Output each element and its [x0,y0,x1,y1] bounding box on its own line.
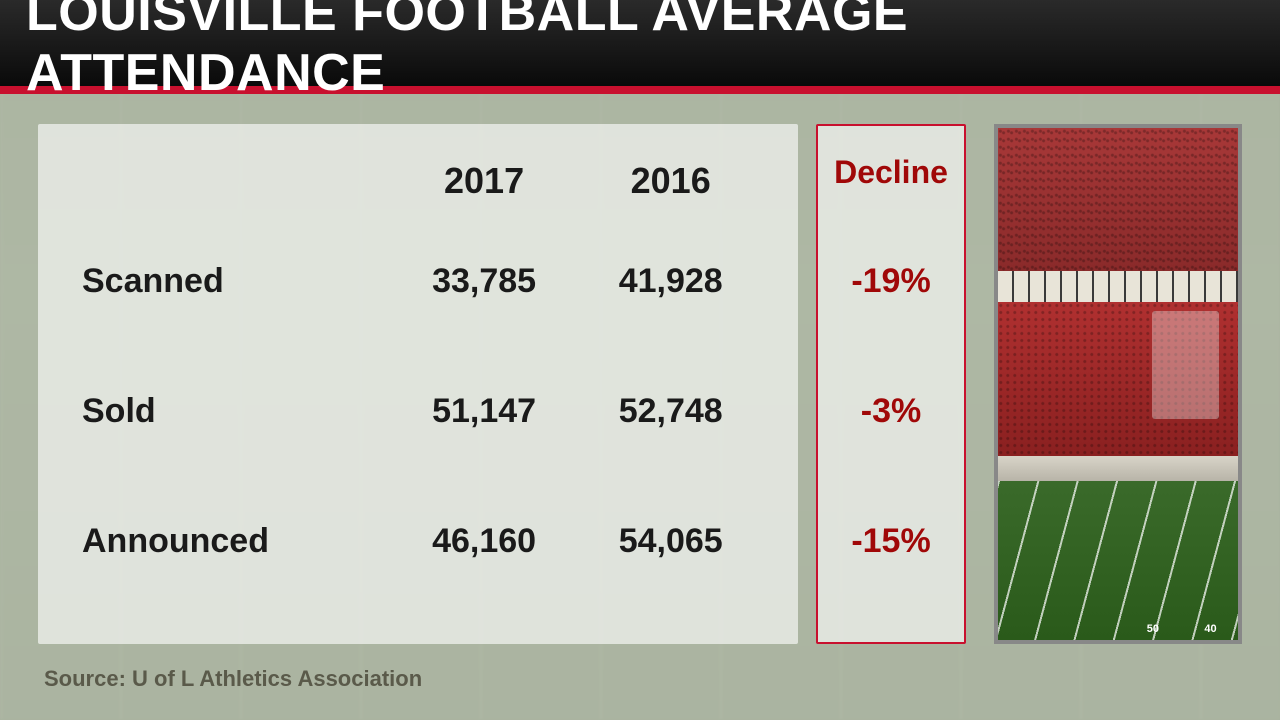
table-row: Scanned 33,785 41,928 [72,216,764,346]
football-field: 50 40 [998,481,1238,640]
page-title: LOUISVILLE FOOTBALL AVERAGE ATTENDANCE [26,0,1280,103]
yard-marker: 50 [1147,623,1159,635]
col-blank [72,146,391,216]
col-2017: 2017 [391,146,578,216]
table-header-row: 2017 2016 [72,146,764,216]
table-row: Sold 51,147 52,748 [72,346,764,476]
source-attribution: Source: U of L Athletics Association [44,666,422,692]
decline-header: Decline [834,148,948,196]
row-label: Sold [72,346,391,476]
row-label: Announced [72,476,391,606]
cell-value: 52,748 [577,346,764,476]
attendance-table: 2017 2016 Scanned 33,785 41,928 Sold 51,… [72,146,764,606]
upper-deck [998,128,1238,271]
sideline [998,456,1238,482]
attendance-table-panel: 2017 2016 Scanned 33,785 41,928 Sold 51,… [38,124,798,644]
stadium-illustration: 50 40 [998,128,1238,640]
table-row: Announced 46,160 54,065 [72,476,764,606]
suite-level [998,271,1238,302]
decline-value: -15% [851,476,930,606]
col-2016: 2016 [577,146,764,216]
yard-marker: 40 [1204,623,1216,635]
content-area: 2017 2016 Scanned 33,785 41,928 Sold 51,… [38,116,1242,692]
lower-bowl [998,302,1238,456]
decline-value: -3% [861,346,921,476]
cell-value: 51,147 [391,346,578,476]
row-label: Scanned [72,216,391,346]
title-bar: LOUISVILLE FOOTBALL AVERAGE ATTENDANCE [0,0,1280,94]
cell-value: 41,928 [577,216,764,346]
stadium-photo: 50 40 [994,124,1242,644]
cell-value: 46,160 [391,476,578,606]
decline-value: -19% [851,216,930,346]
decline-panel: Decline -19% -3% -15% [816,124,966,644]
cell-value: 33,785 [391,216,578,346]
cell-value: 54,065 [577,476,764,606]
